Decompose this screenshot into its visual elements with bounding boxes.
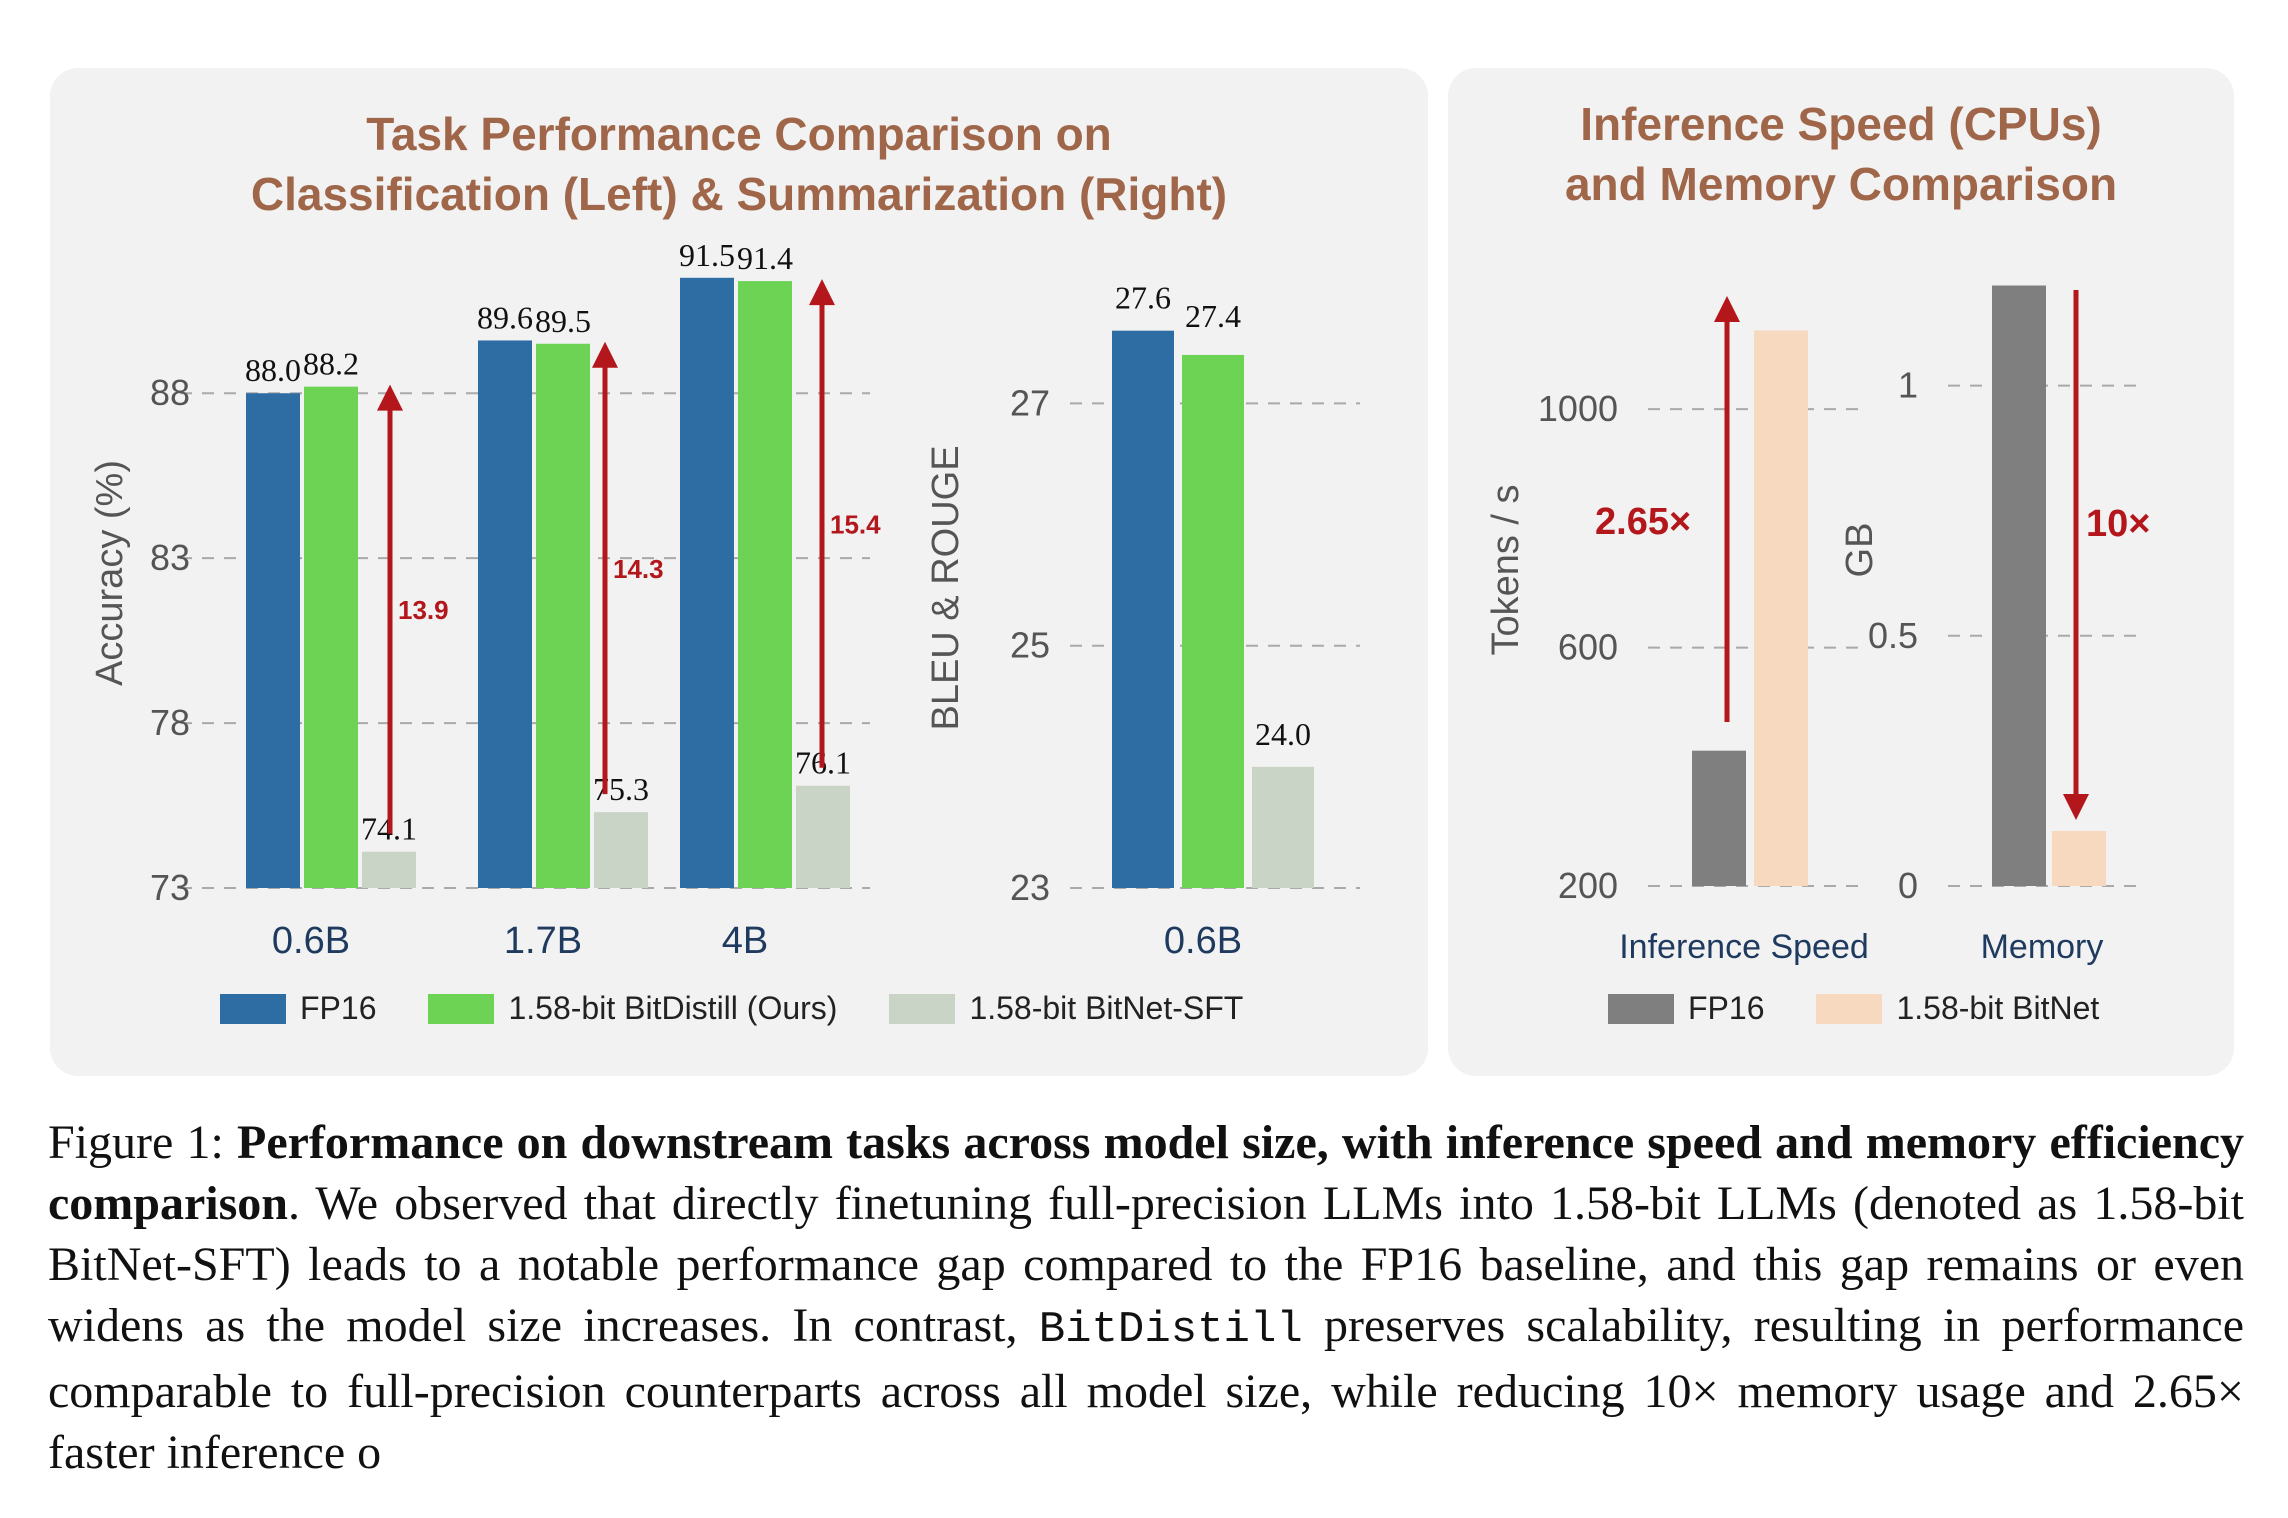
- bar-cls-fp16-1.7B: [478, 340, 532, 889]
- x-category-label-cls: 4B: [722, 920, 768, 962]
- data-label-cls-fp16: 88.0: [245, 352, 301, 388]
- watermark-overlay: [1730, 1430, 2250, 1500]
- legend-swatch-bitnet: [1816, 993, 1883, 1024]
- figure-caption: Figure 1: Performance on downstream task…: [48, 1112, 2244, 1483]
- task-performance-chart: 73 78 83 88 Accuracy (%) 88.0 89.6 91.5 88.2 89.5…: [89, 237, 1360, 962]
- improvement-arrow-head: [377, 384, 403, 411]
- bar-sum-bitdistill: [1182, 354, 1244, 888]
- inference-memory-chart: 200 600 1000 Tokens / s 2.65× Inference Speed…: [1485, 285, 2150, 966]
- inference-memory-panel: Inference Speed (CPUs) and Memory Compar…: [1448, 68, 2234, 1076]
- legend-item-fp16-gray: FP16: [1608, 990, 1764, 1027]
- ytick-label-speed: 200: [1558, 865, 1618, 906]
- memory-multiplier-label: 10×: [2086, 503, 2150, 545]
- ytick-label-cls: 83: [150, 537, 190, 578]
- caption-bold-title: Performance on downstream tasks across m…: [48, 1116, 2245, 1230]
- legend-swatch-bitnet-sft: [889, 993, 956, 1024]
- bar-sum-bitnet-sft: [1252, 766, 1314, 888]
- x-label-memory: Memory: [1981, 928, 2104, 966]
- speed-arrow-head: [1714, 296, 1740, 322]
- legend-label-bitnet: 1.58-bit BitNet: [1896, 990, 2100, 1026]
- legend-label-fp16-gray: FP16: [1688, 990, 1765, 1026]
- speed-multiplier-label: 2.65×: [1595, 501, 1691, 543]
- bar-cls-bitnet-sft-0.6B: [362, 851, 416, 888]
- ytick-label-sum: 25: [1010, 625, 1050, 666]
- ytick-label-speed: 1000: [1538, 388, 1618, 429]
- caption-prefix: Figure 1:: [48, 1116, 237, 1169]
- data-label-cls-bitnet-sft: 75.3: [593, 771, 649, 807]
- improvement-label: 15.4: [830, 509, 881, 539]
- ytick-label-cls: 73: [150, 867, 190, 908]
- bar-cls-fp16-4B: [680, 277, 734, 888]
- improvement-arrow-head: [809, 279, 835, 306]
- legend-label-fp16: FP16: [300, 990, 377, 1026]
- ytick-label-sum: 27: [1010, 382, 1050, 423]
- caption-text-1: . We observed that directly finetuning f…: [48, 1177, 2244, 1352]
- data-label-cls-bitdistill: 88.2: [303, 346, 359, 382]
- ytick-label-memory: 1: [1898, 365, 1918, 406]
- legend-item-bitnet: 1.58-bit BitNet: [1816, 990, 2099, 1027]
- caption-bitdistill-mono: BitDistill: [1038, 1305, 1303, 1355]
- bar-memory-fp16: [1992, 285, 2046, 886]
- legend-swatch-bitdistill: [428, 993, 495, 1024]
- x-label-inference-speed: Inference Speed: [1619, 928, 1869, 966]
- legend-label-bitdistill: 1.58-bit BitDistill (Ours): [508, 990, 838, 1026]
- bar-sum-fp16: [1112, 330, 1174, 888]
- ytick-label-cls: 88: [150, 372, 190, 413]
- y-axis-label-tokens: Tokens / s: [1485, 484, 1527, 655]
- x-category-label-cls: 1.7B: [504, 920, 582, 962]
- x-category-label-cls: 0.6B: [272, 920, 350, 962]
- caption-text-2: preserves scalability, resulting in perf…: [48, 1299, 2245, 1479]
- task-performance-title-line1: Task Performance Comparison on: [366, 108, 1112, 160]
- legend-item-fp16: FP16: [220, 990, 376, 1027]
- y-axis-label-bleu-rouge: BLEU & ROUGE: [925, 445, 967, 730]
- bar-memory-bitnet: [2052, 830, 2106, 886]
- ytick-label-speed: 600: [1558, 627, 1618, 668]
- data-label-sum-bitnet-sft: 24.0: [1255, 716, 1311, 752]
- legend-swatch-fp16-gray: [1608, 993, 1674, 1024]
- inference-memory-title-line1: Inference Speed (CPUs): [1580, 98, 2102, 150]
- y-axis-label-accuracy: Accuracy (%): [89, 460, 131, 686]
- x-category-label-sum: 0.6B: [1164, 920, 1242, 962]
- data-label-cls-bitdistill: 91.4: [737, 240, 793, 276]
- legend-swatch-fp16: [220, 993, 286, 1024]
- bar-cls-bitnet-sft-1.7B: [594, 812, 648, 888]
- legend-item-bitnet-sft: 1.58-bit BitNet-SFT: [889, 990, 1243, 1027]
- data-label-sum-bitdistill: 27.4: [1185, 298, 1241, 334]
- ytick-label-sum: 23: [1010, 867, 1050, 908]
- data-label-cls-fp16: 89.6: [477, 299, 533, 335]
- bar-cls-bitdistill-4B: [738, 281, 792, 888]
- inference-memory-legend: FP16 1.58-bit BitNet: [1608, 990, 2151, 1027]
- task-performance-panel: Task Performance Comparison on Classific…: [50, 68, 1428, 1076]
- ytick-label-memory: 0: [1898, 865, 1918, 906]
- bar-cls-fp16-0.6B: [246, 393, 300, 888]
- data-label-cls-bitdistill: 89.5: [535, 303, 591, 339]
- legend-label-bitnet-sft: 1.58-bit BitNet-SFT: [969, 990, 1244, 1026]
- bar-cls-bitnet-sft-4B: [796, 785, 850, 888]
- data-label-cls-fp16: 91.5: [679, 237, 735, 273]
- y-axis-label-gb: GB: [1839, 523, 1881, 578]
- improvement-arrow-head: [592, 341, 618, 368]
- task-performance-title-line2: Classification (Left) & Summarization (R…: [250, 168, 1228, 220]
- bar-cls-bitdistill-1.7B: [536, 343, 590, 888]
- memory-arrow-head: [2063, 794, 2089, 820]
- ytick-label-cls: 78: [150, 702, 190, 743]
- bar-cls-bitdistill-0.6B: [304, 386, 358, 888]
- legend-item-bitdistill: 1.58-bit BitDistill (Ours): [428, 990, 837, 1027]
- data-label-sum-fp16: 27.6: [1115, 280, 1171, 316]
- ytick-label-memory: 0.5: [1868, 615, 1918, 656]
- improvement-label: 14.3: [613, 554, 664, 584]
- inference-memory-title-line2: and Memory Comparison: [1564, 158, 2118, 210]
- bar-speed-fp16: [1692, 750, 1746, 886]
- bar-speed-bitnet: [1754, 330, 1808, 886]
- improvement-label: 13.9: [398, 595, 449, 625]
- task-performance-legend: FP16 1.58-bit BitDistill (Ours) 1.58-bit…: [220, 990, 1295, 1027]
